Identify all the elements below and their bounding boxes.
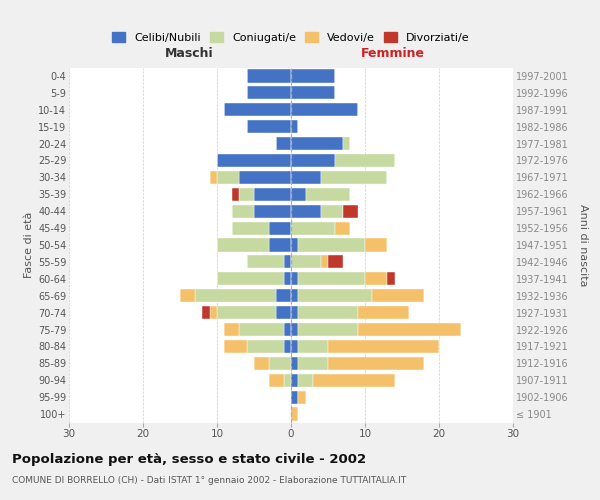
Bar (232, 204, 254, 218)
Bar (298, 238, 365, 252)
Bar (320, 256, 328, 268)
Bar (291, 356, 298, 370)
Bar (247, 70, 291, 82)
Bar (217, 272, 284, 285)
Bar (298, 306, 358, 319)
Bar (217, 306, 276, 319)
Bar (291, 86, 335, 100)
Bar (276, 306, 291, 319)
Bar (291, 408, 298, 420)
Bar (328, 356, 424, 370)
Legend: Celibi/Nubili, Coniugati/e, Vedovi/e, Divorziati/e: Celibi/Nubili, Coniugati/e, Vedovi/e, Di… (112, 32, 470, 43)
Bar (254, 204, 291, 218)
Bar (217, 238, 269, 252)
Bar (291, 171, 320, 184)
Bar (306, 188, 350, 201)
Bar (276, 137, 291, 150)
Bar (358, 306, 409, 319)
Bar (247, 86, 291, 100)
Bar (298, 356, 328, 370)
Bar (254, 356, 269, 370)
Bar (387, 272, 395, 285)
Bar (291, 340, 298, 353)
Y-axis label: Fasce di età: Fasce di età (23, 212, 34, 278)
Bar (284, 272, 291, 285)
Bar (239, 171, 291, 184)
Bar (335, 222, 350, 234)
Bar (224, 323, 239, 336)
Text: Maschi: Maschi (164, 46, 213, 60)
Bar (298, 289, 373, 302)
Bar (224, 103, 291, 117)
Bar (195, 289, 276, 302)
Text: Popolazione per età, sesso e stato civile - 2002: Popolazione per età, sesso e stato civil… (12, 452, 366, 466)
Bar (232, 222, 269, 234)
Bar (217, 154, 291, 167)
Bar (247, 340, 284, 353)
Bar (298, 390, 306, 404)
Bar (298, 323, 358, 336)
Bar (254, 188, 291, 201)
Bar (269, 222, 291, 234)
Bar (291, 188, 306, 201)
Bar (202, 306, 209, 319)
Bar (291, 137, 343, 150)
Bar (247, 120, 291, 134)
Bar (269, 238, 291, 252)
Bar (320, 171, 387, 184)
Bar (247, 256, 284, 268)
Bar (284, 323, 291, 336)
Bar (291, 222, 335, 234)
Bar (291, 120, 298, 134)
Bar (284, 340, 291, 353)
Bar (343, 204, 358, 218)
Bar (328, 340, 439, 353)
Bar (284, 256, 291, 268)
Bar (291, 306, 298, 319)
Bar (298, 374, 313, 387)
Bar (239, 323, 284, 336)
Bar (291, 323, 298, 336)
Bar (291, 238, 298, 252)
Bar (291, 272, 298, 285)
Bar (298, 340, 328, 353)
Bar (224, 340, 247, 353)
Bar (291, 154, 335, 167)
Bar (291, 374, 298, 387)
Y-axis label: Anni di nascita: Anni di nascita (578, 204, 588, 286)
Bar (209, 171, 217, 184)
Bar (269, 374, 284, 387)
Bar (209, 306, 217, 319)
Bar (232, 188, 239, 201)
Text: Femmine: Femmine (361, 46, 425, 60)
Bar (313, 374, 395, 387)
Bar (291, 256, 320, 268)
Bar (291, 70, 335, 82)
Bar (298, 272, 365, 285)
Bar (284, 374, 291, 387)
Bar (239, 188, 254, 201)
Bar (320, 204, 343, 218)
Bar (373, 289, 424, 302)
Bar (328, 256, 343, 268)
Bar (180, 289, 195, 302)
Bar (291, 390, 298, 404)
Bar (358, 323, 461, 336)
Bar (276, 289, 291, 302)
Bar (343, 137, 350, 150)
Bar (365, 238, 387, 252)
Bar (291, 204, 320, 218)
Text: COMUNE DI BORRELLO (CH) - Dati ISTAT 1° gennaio 2002 - Elaborazione TUTTAITALIA.: COMUNE DI BORRELLO (CH) - Dati ISTAT 1° … (12, 476, 406, 485)
Bar (335, 154, 395, 167)
Bar (291, 103, 358, 117)
Bar (217, 171, 239, 184)
Bar (291, 289, 298, 302)
Bar (365, 272, 387, 285)
Bar (269, 356, 291, 370)
